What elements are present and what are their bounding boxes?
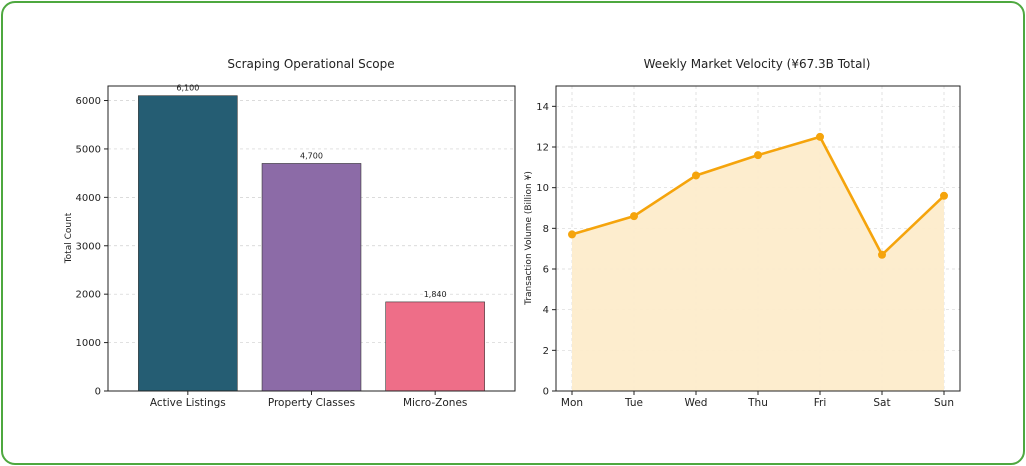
line-x-tick-label: Tue <box>624 397 643 409</box>
line-point-thu <box>754 151 762 160</box>
bar-y-tick-label: 6000 <box>76 96 101 107</box>
bar-y-tick-label: 0 <box>95 387 101 398</box>
bar-x-tick-label: Micro-Zones <box>403 397 467 409</box>
line-x-tick-label: Thu <box>747 397 768 409</box>
bar-x-tick-label: Active Listings <box>150 397 226 409</box>
line-y-tick-label: 4 <box>543 305 549 316</box>
bar-x-tick-label: Property Classes <box>268 397 355 409</box>
line-x-tick-label: Fri <box>814 397 827 409</box>
line-y-tick-label: 6 <box>543 265 549 276</box>
line-point-tue <box>630 212 638 221</box>
bar-y-tick-label: 4000 <box>76 193 101 204</box>
bar-chart-y-axis-label: Total Count <box>64 212 74 264</box>
bar-chart-plot-frame <box>107 85 516 392</box>
line-y-tick-label: 0 <box>543 387 549 398</box>
bar-data-label: 1,840 <box>424 290 447 299</box>
line-chart: Weekly Market Velocity (¥67.3B Total) Tr… <box>524 57 961 409</box>
line-x-tick-label: Mon <box>561 397 583 409</box>
bar-y-tick-label: 5000 <box>76 144 101 155</box>
line-chart-y-axis-label: Transaction Volume (Billion ¥) <box>524 171 534 306</box>
bar-active-listings <box>138 95 238 392</box>
line-area-fill <box>572 136 944 391</box>
line-x-tick-label: Sat <box>873 397 890 409</box>
line-chart-title: Weekly Market Velocity (¥67.3B Total) <box>644 57 871 71</box>
bar-chart: Scraping Operational Scope Total Count 6… <box>64 57 516 409</box>
bar-chart-title: Scraping Operational Scope <box>227 57 394 71</box>
line-point-wed <box>692 171 700 180</box>
line-x-tick-label: Wed <box>685 397 708 409</box>
line-x-tick-label: Sun <box>934 397 954 409</box>
bar-data-label: 6,100 <box>176 84 199 93</box>
line-point-fri <box>816 132 824 141</box>
bar-y-tick-label: 2000 <box>76 290 101 301</box>
bar-y-tick-label: 1000 <box>76 338 101 349</box>
line-y-tick-label: 8 <box>543 224 549 235</box>
bar-micro-zones <box>385 301 485 392</box>
bar-data-label: 4,700 <box>300 151 323 160</box>
line-point-sun <box>940 191 948 200</box>
line-y-tick-label: 2 <box>543 346 549 357</box>
line-y-tick-label: 10 <box>536 183 549 194</box>
line-point-sat <box>878 250 886 259</box>
bar-property-classes <box>261 163 362 392</box>
line-point-mon <box>568 230 576 239</box>
line-y-tick-label: 14 <box>536 102 549 113</box>
line-chart-plot-frame <box>555 85 961 392</box>
bar-y-tick-label: 3000 <box>76 241 101 252</box>
line-y-tick-label: 12 <box>536 143 549 154</box>
